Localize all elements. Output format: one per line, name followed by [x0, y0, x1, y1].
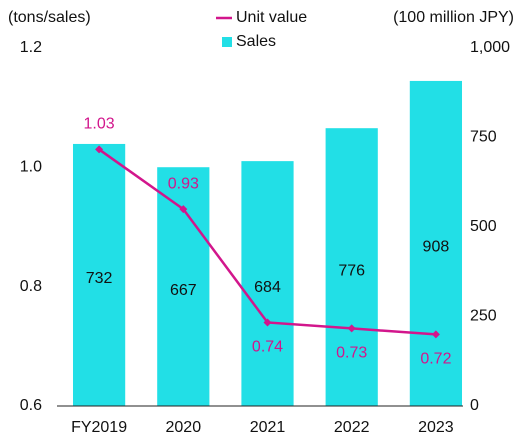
y2-axis-title: (100 million JPY) [393, 9, 514, 26]
line-marker [431, 330, 440, 339]
legend-swatch [222, 37, 232, 47]
y2-tick-label: 250 [470, 308, 497, 325]
y-tick-label: 0.6 [20, 397, 42, 414]
legend-label: Sales [236, 33, 276, 50]
bar-value-label: 908 [423, 239, 450, 256]
bar-value-label: 667 [170, 282, 197, 299]
bar [241, 161, 294, 406]
y2-tick-label: 0 [470, 397, 479, 414]
y2-tick-label: 1,000 [470, 39, 510, 56]
y-tick-label: 0.8 [20, 278, 42, 295]
line-value-label: 1.03 [84, 116, 115, 133]
bar [409, 80, 463, 406]
x-tick-label: FY2019 [71, 419, 127, 436]
y-tick-label: 1.0 [20, 159, 42, 176]
line-value-label: 0.72 [420, 351, 451, 368]
y-axis-title: (tons/sales) [8, 9, 91, 26]
bar [325, 128, 378, 406]
line-marker [95, 145, 104, 154]
line-value-label: 0.93 [168, 175, 199, 192]
x-tick-label: 2022 [334, 419, 370, 436]
bar [72, 143, 126, 406]
y2-tick-label: 750 [470, 129, 497, 146]
line-marker [347, 324, 356, 333]
bar-value-label: 732 [86, 270, 113, 287]
bar-value-label: 684 [254, 279, 281, 296]
line-marker [179, 205, 188, 214]
legend-label: Unit value [236, 9, 307, 26]
bar-value-label: 776 [338, 262, 365, 279]
y-tick-label: 1.2 [20, 39, 42, 56]
line-value-label: 0.74 [252, 339, 283, 356]
x-tick-label: 2021 [250, 419, 286, 436]
x-tick-label: 2020 [166, 419, 202, 436]
y2-tick-label: 500 [470, 218, 497, 235]
x-tick-label: 2023 [418, 419, 454, 436]
line-value-label: 0.73 [336, 345, 367, 362]
line-marker [263, 318, 272, 327]
